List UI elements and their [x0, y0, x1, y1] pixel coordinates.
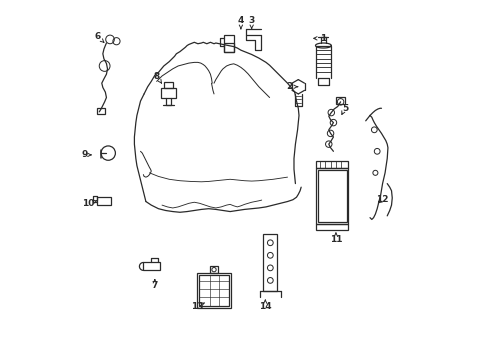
Bar [316, 224, 348, 230]
Text: 2: 2 [285, 82, 292, 91]
Text: 7: 7 [151, 281, 158, 290]
Text: 6: 6 [94, 32, 101, 41]
Bar [316, 168, 348, 224]
Bar [210, 266, 217, 273]
Text: 5: 5 [341, 104, 347, 113]
Bar [97, 197, 111, 205]
Text: 11: 11 [329, 235, 342, 244]
Bar [317, 170, 346, 222]
Bar [164, 82, 172, 88]
Bar [160, 88, 176, 98]
Bar [97, 108, 105, 114]
Text: 14: 14 [259, 302, 271, 311]
Bar [197, 273, 230, 308]
Text: 8: 8 [153, 72, 160, 81]
Bar [263, 234, 277, 291]
Text: 4: 4 [237, 16, 244, 25]
Bar [223, 43, 233, 52]
Text: 10: 10 [82, 199, 95, 208]
Bar [223, 35, 233, 52]
Bar [199, 275, 228, 306]
Bar [316, 161, 348, 168]
Text: 1: 1 [320, 34, 326, 43]
Bar [336, 97, 344, 104]
Text: 9: 9 [81, 150, 88, 159]
Text: 3: 3 [248, 16, 254, 25]
Bar [143, 262, 159, 270]
Text: 13: 13 [190, 302, 203, 311]
Text: 12: 12 [376, 195, 388, 204]
